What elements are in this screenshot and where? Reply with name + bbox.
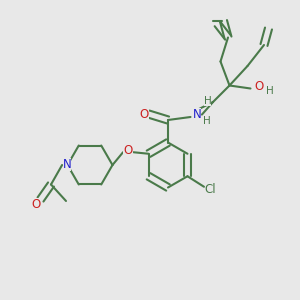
Text: O: O <box>140 107 148 121</box>
Text: O: O <box>32 197 40 211</box>
Text: N: N <box>193 107 202 121</box>
Text: H: H <box>204 96 212 106</box>
Text: H: H <box>266 86 274 97</box>
Text: Cl: Cl <box>205 183 216 196</box>
Text: H: H <box>203 116 211 126</box>
Text: O: O <box>254 80 263 94</box>
Text: O: O <box>124 144 133 157</box>
Text: N: N <box>62 158 71 171</box>
